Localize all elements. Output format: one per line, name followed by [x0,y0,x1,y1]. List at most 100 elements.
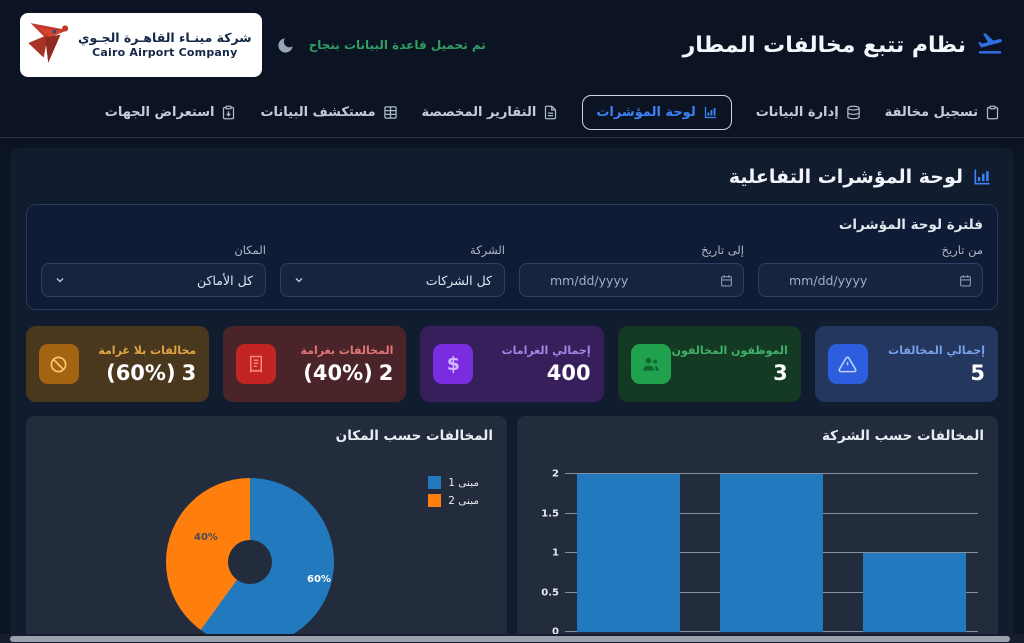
users-icon [630,344,671,384]
y-tick: 0.5 [541,587,559,598]
tab-custom-reports[interactable]: التقارير المخصصة [422,105,559,120]
bar-alnagah [577,474,681,632]
kpi-value: 400 [502,361,591,385]
y-tick: 0 [552,626,559,638]
bar-chart-icon [703,105,718,120]
kpi-violations-with-fine: المخالفات بغرامة 2 (40%) [223,326,407,402]
place-select[interactable]: كل الأماكن [41,263,266,297]
from-date-field: من تاريخ [758,243,983,297]
kpi-total-fines: إجمالي الغرامات 400 $ [420,326,604,402]
tab-label: مستكشف البيانات [260,105,376,120]
dashboard-title: لوحة المؤشرات التفاعلية [728,166,963,188]
kpi-label: مخالفات بلا غرامة [98,343,197,357]
company-logo: شركة مينـاء القاهـرة الجـوي Cairo Airpor… [20,13,262,77]
tab-label: التقارير المخصصة [421,105,537,120]
tab-data-explorer[interactable]: مستكشف البيانات [260,105,397,120]
bar-alameed [719,474,824,632]
bars [565,474,978,632]
kpi-value: 5 [888,361,985,385]
pie-legend: مبنى 1 مبنى 2 [428,476,479,512]
company-name-english: Cairo Airport Company [92,45,238,59]
legend-swatch-orange [428,494,442,507]
to-date-field: إلى تاريخ [519,243,744,297]
filter-fields: من تاريخ إلى تاريخ الشركة [41,243,983,297]
kpi-label: إجمالي الغرامات [501,343,591,357]
to-date-control [519,263,744,297]
page-title: نظام تتبع مخالفات المطار [682,32,966,58]
charts-row: المخالفات حسب الشركة 0 0.5 1 1.5 2 [26,416,998,643]
kpi-text: إجمالي الغرامات 400 [502,344,591,385]
tab-label: لوحة المؤشرات [596,105,696,120]
y-tick: 1 [552,547,559,559]
calendar-icon[interactable] [959,274,972,287]
company-label: الشركة [470,243,505,257]
company-select[interactable]: كل الشركات [280,263,505,297]
bar-plot-area: 0 0.5 1 1.5 2 [541,469,978,638]
legend-label: مبنى 1 [448,476,479,489]
bar-chart-icon [972,167,992,187]
y-tick: 1.5 [541,508,559,519]
calendar-icon[interactable] [720,274,733,287]
legend-label: مبنى 2 [448,494,479,507]
legend-item-building1: مبنى 1 [428,476,479,489]
kpi-number: 3 [181,360,197,385]
bar-chart-card: المخالفات حسب الشركة 0 0.5 1 1.5 2 [517,416,998,643]
tab-label: استعراض الجهات [104,105,215,120]
company-logo-text: شركة مينـاء القاهـرة الجـوي Cairo Airpor… [78,30,252,59]
dashboard-title-row: لوحة المؤشرات التفاعلية [32,166,992,188]
receipt-icon [236,344,277,384]
scrollbar-thumb[interactable] [10,635,1010,642]
app-title-block: نظام تتبع مخالفات المطار [683,29,1004,61]
tab-data-management[interactable]: إدارة البيانات [756,105,861,120]
kpi-number: 2 [378,360,394,385]
kpi-suffix: (40%) [303,360,373,385]
bar-chart-title: المخالفات حسب الشركة [822,428,984,444]
database-icon [846,105,861,120]
slice-label-60: 60% [307,574,331,585]
main-nav: تسجيل مخالفة إدارة البيانات لوحة المؤشرا… [0,88,1024,138]
tab-label: إدارة البيانات [755,105,839,120]
tab-dashboard[interactable]: لوحة المؤشرات [582,95,732,130]
kpi-violating-employees: الموظفون المخالفون 3 [617,326,801,402]
clipboard-list-icon [221,105,236,120]
to-date-input[interactable] [520,264,743,296]
company-select-value: كل الشركات [425,272,492,288]
y-tick: 2 [552,468,559,480]
kpi-number: 3 [773,360,788,385]
kpi-violations-without-fine: مخالفات بلا غرامة 3 (60%) [25,326,210,402]
legend-item-building2: مبنى 2 [428,494,479,507]
kpi-value: 3 [672,361,788,385]
kpi-row: إجمالي المخالفات 5 الموظفون المخالفون 3 [25,326,998,402]
warning-triangle-icon [827,344,868,384]
from-date-label: من تاريخ [941,243,983,257]
place-label: المكان [234,243,266,257]
place-select-value: كل الأماكن [197,272,253,288]
kpi-label: الموظفون المخالفون [671,343,788,357]
to-date-label: إلى تاريخ [701,243,744,257]
bar-egypt-royal [862,553,966,632]
dollar-icon: $ [433,344,474,384]
falcon-logo [26,18,72,72]
pie-chart-card: المخالفات حسب المكان مبنى 1 مبنى 2 60% 4… [26,416,507,643]
clipboard-icon [985,105,1000,120]
app-header: نظام تتبع مخالفات المطار تم تحميل قاعدة … [0,0,1024,88]
chevron-down-icon [54,274,66,286]
kpi-text: الموظفون المخالفون 3 [672,344,788,385]
report-icon [543,105,558,120]
horizontal-scrollbar [0,634,1024,643]
moon-icon[interactable] [276,36,295,55]
from-date-control [758,263,983,297]
tab-register-violation[interactable]: تسجيل مخالفة [885,105,1000,120]
kpi-value: 2 (40%) [301,360,394,385]
kpi-total-violations: إجمالي المخالفات 5 [814,326,998,402]
tab-browse-entities[interactable]: استعراض الجهات [105,105,237,120]
from-date-input[interactable] [759,264,982,296]
airplane-takeoff-icon [976,29,1004,61]
kpi-text: إجمالي المخالفات 5 [888,344,985,385]
kpi-suffix: (60%) [106,360,176,385]
kpi-label: إجمالي المخالفات [888,343,985,357]
company-field: الشركة كل الشركات [280,243,505,297]
kpi-label: المخالفات بغرامة [300,343,394,357]
kpi-text: مخالفات بلا غرامة 3 (60%) [98,344,196,385]
kpi-text: المخالفات بغرامة 2 (40%) [301,344,394,385]
